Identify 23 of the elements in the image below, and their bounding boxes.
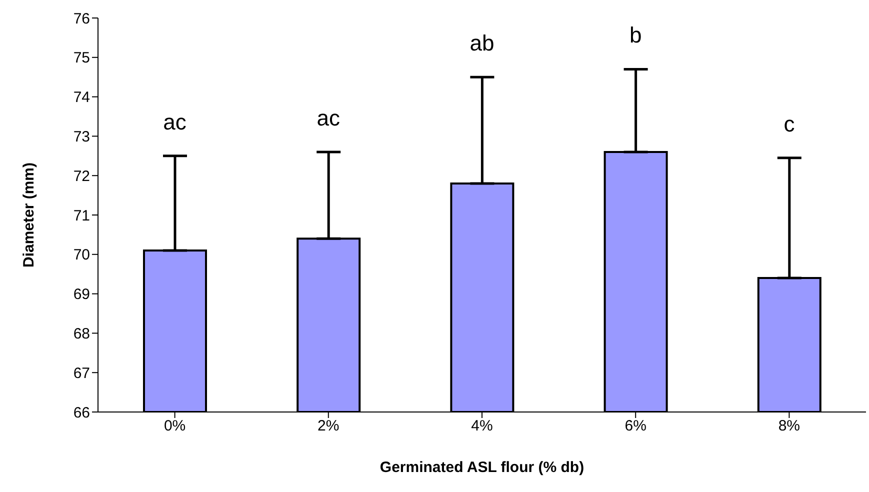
x-tick-label: 6%: [624, 418, 646, 435]
y-tick-label: 76: [73, 10, 90, 28]
y-axis-title: Diameter (mm): [20, 162, 38, 268]
x-tick-label: 4%: [471, 418, 493, 435]
y-tick-label: 67: [73, 364, 90, 382]
y-tick-label: 72: [73, 168, 90, 185]
x-tick-label: 2%: [318, 418, 340, 435]
x-tick-label: 8%: [778, 418, 800, 435]
y-tick-label: 74: [73, 89, 90, 106]
x-tick-label: 0%: [164, 418, 186, 435]
annotation: c: [784, 111, 795, 136]
y-tick-label: 69: [73, 286, 90, 304]
annotation: ab: [470, 30, 494, 56]
y-tick-label: 71: [73, 207, 90, 224]
x-axis-title: Germinated ASL flour (% db): [380, 459, 584, 476]
y-tick-label: 68: [73, 326, 90, 343]
annotation: ac: [163, 109, 186, 134]
annotation: ac: [316, 105, 340, 130]
y-tick-label: 66: [73, 404, 90, 422]
y-tick-label: 73: [73, 128, 90, 146]
annotation: b: [629, 22, 642, 48]
y-tick-label: 70: [73, 246, 90, 264]
y-tick-label: 75: [73, 50, 90, 67]
